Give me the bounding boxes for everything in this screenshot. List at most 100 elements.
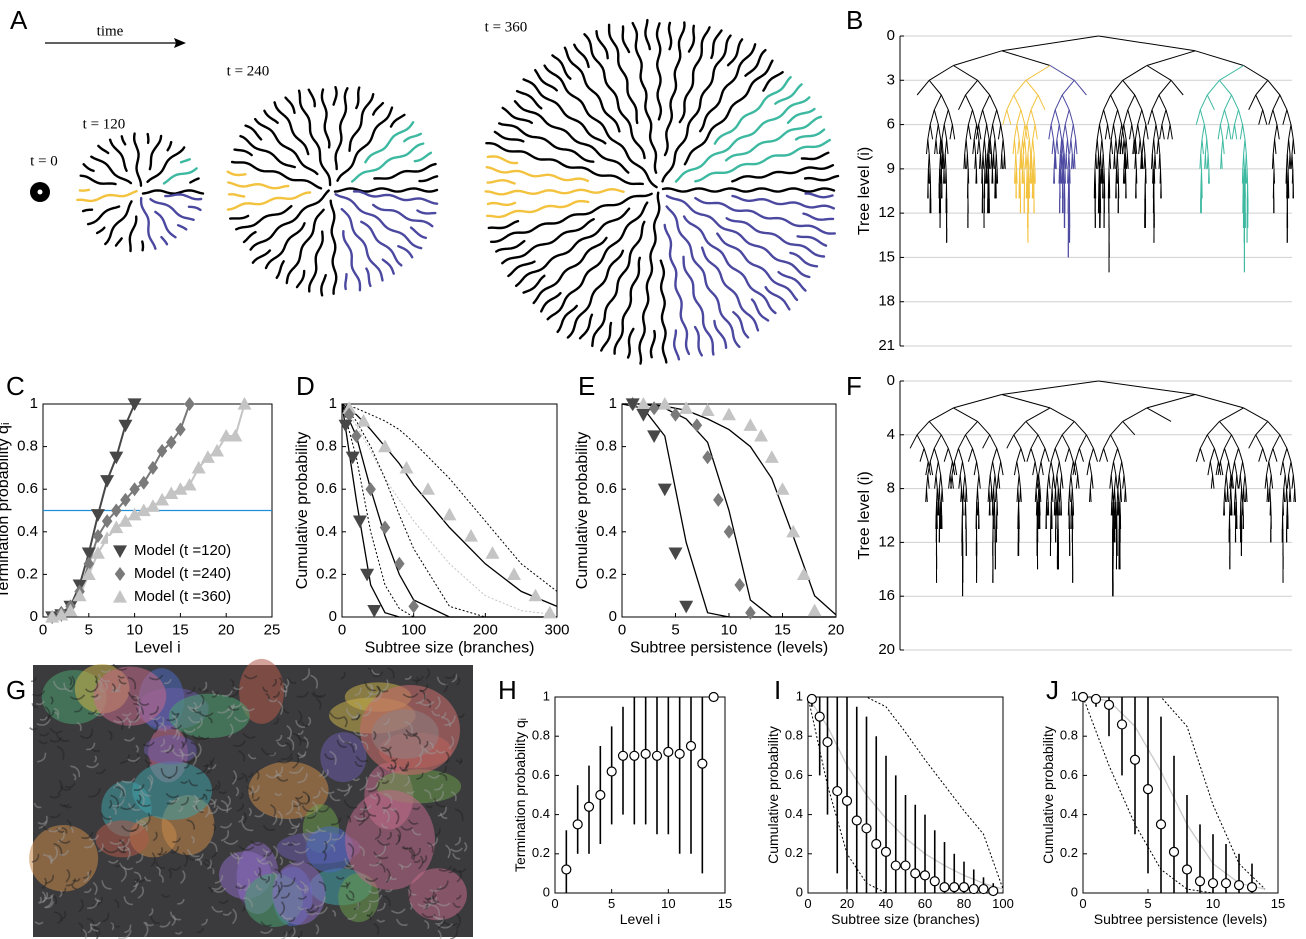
- tree-branch: [1071, 488, 1074, 503]
- texture: [413, 734, 421, 745]
- texture: [171, 710, 179, 716]
- tree-branch: [1231, 501, 1233, 516]
- texture: [437, 806, 447, 817]
- data-point: [1168, 846, 1180, 857]
- x-tick-label: 5: [1144, 896, 1151, 911]
- tree-branch: [1255, 434, 1264, 449]
- texture: [273, 717, 279, 725]
- texture: [209, 866, 215, 875]
- tree-branch: [976, 461, 980, 476]
- texture: [163, 678, 172, 685]
- tree-branch: [959, 461, 963, 476]
- tree-branch: [1099, 124, 1103, 140]
- texture: [359, 804, 372, 811]
- tree-branch: [1269, 488, 1272, 503]
- texture: [384, 809, 390, 823]
- texture: [297, 906, 305, 911]
- tree-branch: [947, 448, 953, 462]
- tree-branch: [996, 448, 1002, 462]
- data-point: [175, 422, 186, 437]
- stripe: [485, 142, 644, 186]
- stripe: [342, 230, 362, 292]
- y-tick-label: 0.6: [17, 480, 38, 497]
- texture: [118, 678, 127, 685]
- texture: [91, 896, 104, 907]
- tree-branch: [989, 139, 993, 155]
- texture: [203, 757, 215, 767]
- stripe: [796, 235, 828, 247]
- data-point: [617, 750, 629, 761]
- tree-branch: [927, 139, 930, 155]
- texture: [237, 750, 246, 762]
- tree-branch: [978, 109, 984, 125]
- tree-branch: [1127, 94, 1136, 111]
- texture: [301, 805, 315, 813]
- texture: [91, 693, 99, 698]
- tree-branch: [1231, 124, 1235, 140]
- domain: [132, 761, 213, 820]
- tree-branch: [1038, 475, 1041, 489]
- texture: [419, 689, 426, 700]
- tree-branch: [1272, 448, 1278, 462]
- tree-branch: [1267, 421, 1281, 436]
- tree-branch: [1219, 461, 1224, 476]
- texture: [223, 839, 239, 845]
- legend-marker: [113, 590, 127, 603]
- y-axis-label: Cumulative probability: [765, 726, 781, 864]
- data-point: [978, 883, 989, 895]
- time-label: time: [97, 23, 124, 39]
- y-tick-label: 1: [796, 688, 803, 703]
- tree-branch: [925, 461, 929, 476]
- tree-branch: [1068, 448, 1074, 462]
- texture: [179, 870, 186, 885]
- tree-branch: [1126, 154, 1129, 169]
- tree-branch: [1151, 109, 1157, 125]
- texture: [183, 762, 190, 769]
- tree-branch: [951, 475, 954, 489]
- data-point: [147, 460, 159, 475]
- texture: [121, 712, 132, 717]
- tree-branch: [965, 79, 978, 96]
- x-axis-label: Subtree persistence (levels): [630, 640, 828, 657]
- texture: [125, 846, 131, 861]
- texture: [375, 845, 387, 858]
- colony: [226, 86, 439, 297]
- stripe: [179, 158, 191, 164]
- tree-branch: [976, 501, 978, 516]
- tree-branch: [988, 488, 991, 503]
- texture: [256, 857, 269, 865]
- texture: [150, 852, 156, 868]
- tree-branch: [1219, 448, 1225, 462]
- tree-branch: [1032, 168, 1035, 184]
- tree-branch: [942, 154, 945, 169]
- x-tick-label: 0: [39, 621, 47, 638]
- texture: [236, 882, 242, 891]
- tree-branch: [1243, 65, 1269, 81]
- tree-branch: [972, 448, 978, 462]
- texture: [362, 902, 371, 913]
- tree-branch: [1004, 154, 1006, 169]
- texture: [139, 792, 145, 806]
- tree-branch: [1272, 94, 1281, 111]
- texture: [36, 718, 51, 726]
- texture: [369, 772, 382, 778]
- y-tick-label: 1: [329, 395, 337, 412]
- texture: [130, 880, 138, 893]
- panel-label: I: [774, 675, 781, 705]
- texture: [329, 750, 337, 765]
- texture: [113, 716, 129, 724]
- texture: [248, 807, 252, 817]
- texture: [354, 760, 363, 767]
- tree-branch: [1201, 139, 1204, 155]
- texture: [365, 782, 379, 790]
- stripe: [409, 226, 427, 240]
- tree-branch: [1100, 154, 1102, 169]
- tree-branch: [1129, 124, 1133, 140]
- tree-branch: [1061, 421, 1075, 436]
- texture: [137, 794, 142, 804]
- tree-branch: [1266, 475, 1269, 489]
- texture: [430, 903, 441, 916]
- texture: [186, 686, 196, 695]
- tree-branch: [1118, 461, 1123, 476]
